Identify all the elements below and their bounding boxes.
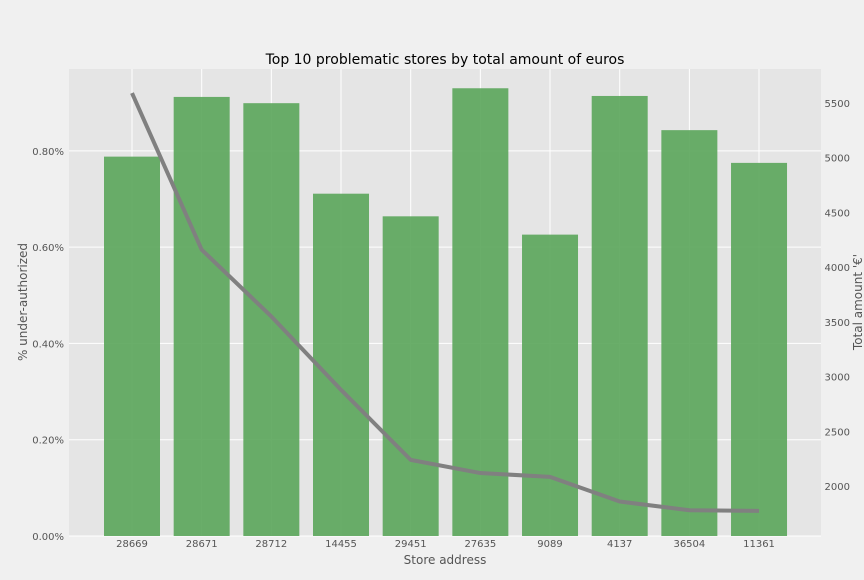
y-right-tick-label: 2500 <box>825 427 850 438</box>
y-right-tick-label: 3000 <box>825 373 850 384</box>
y-left-tick-label: 0.40% <box>32 339 64 350</box>
bar-28671 <box>174 97 230 536</box>
x-tick-label: 29451 <box>395 539 427 550</box>
x-tick-label: 27635 <box>464 539 496 550</box>
y-left-tick-label: 0.20% <box>32 436 64 447</box>
bar-9089 <box>522 235 578 536</box>
x-tick-label: 28669 <box>116 539 148 550</box>
x-tick-label: 28671 <box>186 539 218 550</box>
y-right-tick-label: 2000 <box>825 482 850 493</box>
x-tick-label: 28712 <box>255 539 287 550</box>
y-right-tick-label: 5500 <box>825 99 850 110</box>
y-right-tick-label: 4500 <box>825 208 850 219</box>
bar-14455 <box>313 194 369 536</box>
x-tick-label: 14455 <box>325 539 357 550</box>
y-left-tick-labels: 0.00% 0.20% 0.40% 0.60% 0.80% <box>32 147 64 543</box>
bar-36504 <box>661 130 717 536</box>
y-right-tick-labels: 2000 2500 3000 3500 4000 4500 5000 5500 <box>825 99 850 493</box>
x-axis-label: Store address <box>404 553 487 567</box>
x-tick-label: 36504 <box>673 539 705 550</box>
bar-29451 <box>383 216 439 536</box>
bar-28669 <box>104 157 160 536</box>
bar-11361 <box>731 163 787 536</box>
y-left-axis-label: % under-authorized <box>16 243 30 361</box>
y-right-tick-label: 4000 <box>825 263 850 274</box>
y-left-tick-label: 0.60% <box>32 243 64 254</box>
y-left-tick-label: 0.00% <box>32 532 64 543</box>
y-right-tick-label: 5000 <box>825 154 850 165</box>
x-tick-label: 9089 <box>537 539 562 550</box>
bar-4137 <box>592 96 648 536</box>
y-left-tick-label: 0.80% <box>32 147 64 158</box>
bar-28712 <box>243 103 299 536</box>
x-tick-labels: 28669 28671 28712 14455 29451 27635 9089 4137 36… <box>116 539 775 550</box>
y-right-tick-label: 3500 <box>825 318 850 329</box>
x-tick-label: 4137 <box>607 539 632 550</box>
chart-title: Top 10 problematic stores by total amoun… <box>265 52 625 68</box>
x-tick-label: 11361 <box>743 539 775 550</box>
y-right-axis-label: Total amount '€' <box>851 254 864 351</box>
